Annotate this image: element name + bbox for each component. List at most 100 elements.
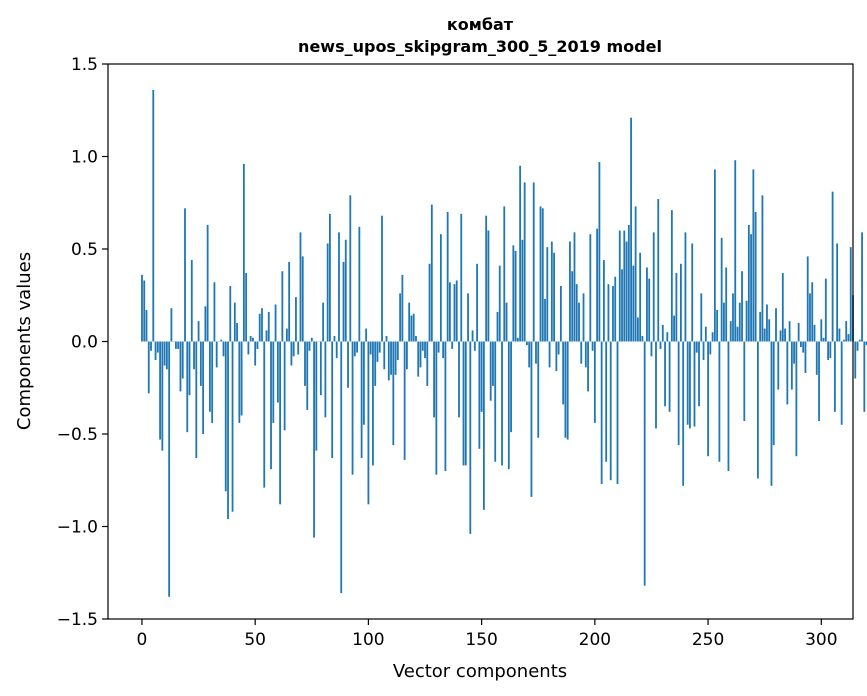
bar [313,341,315,538]
bar [319,341,322,396]
bar [501,341,503,466]
bar [564,341,567,438]
bar [295,297,297,342]
bar [775,308,777,342]
bar [833,341,836,412]
bar [646,267,648,342]
bar [417,341,420,377]
bar [202,341,205,434]
bar [338,232,340,342]
bar [707,341,709,457]
bar [858,339,861,342]
bar [822,337,825,342]
bar [514,250,517,342]
bar [365,328,368,342]
bar [530,341,533,497]
bar [763,328,766,342]
bar [471,330,474,342]
bar [793,341,796,364]
bar [641,335,644,342]
bar [231,341,234,512]
bar [494,341,497,462]
y-tick-label: 0.0 [71,333,98,353]
bar [455,280,458,342]
bar [492,341,494,386]
bar [462,341,465,466]
bar [220,339,223,342]
y-tick-label: −0.5 [57,425,98,445]
bar [727,341,730,471]
bar [537,341,540,438]
bar [528,341,531,368]
x-tick-label: 150 [465,630,497,650]
bar [838,328,841,342]
bar [643,341,646,586]
bar [206,224,209,342]
bar [340,341,343,594]
bar [342,261,345,342]
bar [632,265,635,342]
bar [147,341,150,394]
bar [582,293,585,342]
bar [256,341,259,349]
bar [761,195,764,342]
plot-frame [107,63,854,620]
chart-title: комбат [447,15,514,34]
bar [396,341,399,360]
bar [444,341,447,471]
bar [442,341,445,359]
bar [713,169,716,342]
y-axis-ticks: −1.5 −1.0 −0.5 0.0 0.5 1.0 1.5 [57,55,108,630]
bar [150,341,152,351]
bar [252,337,254,342]
bar [168,341,171,597]
bar [143,280,146,342]
bar [204,306,207,342]
bar [369,341,372,355]
bar [614,276,617,342]
bar [630,117,632,342]
bar [682,341,685,486]
bar [623,230,626,342]
bar [580,341,583,364]
bar [813,324,816,342]
bar [790,341,793,390]
bar [428,263,431,342]
x-tick-label: 300 [805,630,837,650]
bar [559,286,562,342]
x-tick-label: 50 [244,630,266,650]
bar [521,239,524,342]
bar [578,302,580,342]
bar [476,263,479,342]
bar [421,341,424,351]
bar [569,241,571,342]
bar [702,341,705,360]
bar [152,89,155,342]
bar [756,341,759,479]
bar [566,341,569,440]
bar [435,341,438,475]
bar [265,330,268,342]
bar [806,256,809,342]
bar [700,293,703,342]
bar [335,341,338,359]
bar [301,256,304,342]
bar [247,341,250,355]
bar [258,313,261,342]
bar [326,243,329,342]
bar [469,341,472,534]
bar [374,341,377,386]
bar [322,302,325,342]
bar [550,241,553,342]
bar [609,341,612,481]
bar [548,341,551,368]
bar [523,182,526,342]
bar [347,341,349,388]
bar [390,341,392,375]
bar [498,265,501,342]
bar [199,341,202,386]
bar [684,232,687,342]
bar [451,341,454,349]
bar [263,341,266,488]
